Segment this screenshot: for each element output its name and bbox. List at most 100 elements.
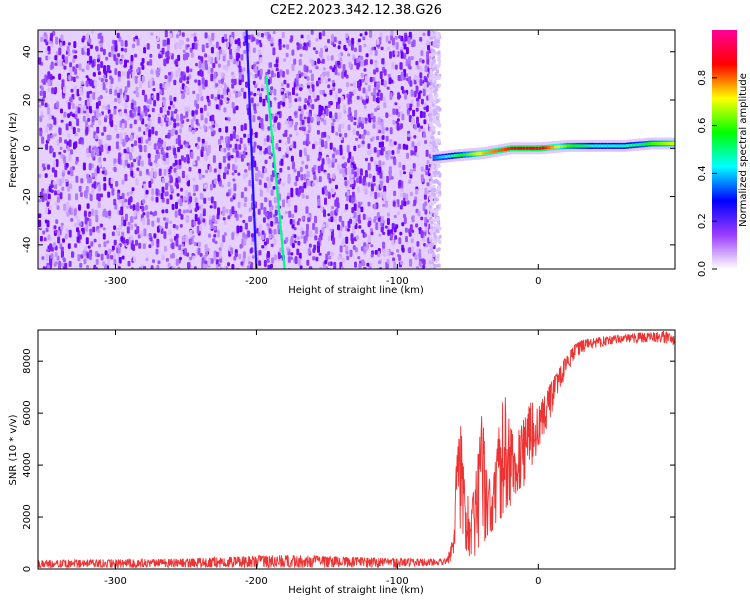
noise-cell [40, 111, 44, 116]
noise-cell [266, 197, 270, 202]
noise-cell [390, 79, 393, 84]
noise-cell [239, 214, 243, 218]
noise-cell [376, 97, 380, 104]
noise-cell [367, 182, 371, 187]
noise-cell [417, 92, 421, 100]
noise-cell [302, 140, 306, 146]
noise-cell [290, 155, 294, 162]
noise-cell [143, 145, 147, 153]
noise-cell [237, 172, 241, 176]
colorbar-ticks: 0.00.20.40.60.8 [697, 70, 717, 277]
noise-cell [119, 210, 123, 215]
noise-cell [360, 72, 364, 78]
noise-cell [295, 187, 299, 196]
noise-cell [276, 111, 280, 115]
noise-cell [117, 244, 120, 249]
noise-cell [45, 207, 49, 214]
noise-cell [74, 222, 78, 227]
noise-cell [228, 91, 231, 99]
noise-cell [367, 150, 370, 156]
noise-cell [171, 203, 175, 210]
noise-cell [130, 102, 134, 110]
noise-cell [354, 261, 357, 268]
snr-background [38, 330, 675, 569]
noise-cell [187, 179, 190, 187]
noise-cell [189, 47, 193, 53]
noise-cell [217, 88, 221, 95]
noise-cell [257, 145, 260, 149]
noise-cell [198, 173, 202, 180]
noise-cell [163, 42, 167, 47]
noise-cell [301, 185, 304, 193]
noise-cell [97, 229, 101, 234]
noise-edge-cell [430, 35, 434, 40]
figure-title: C2E2.2023.342.12.38.G26 [270, 3, 442, 18]
noise-cell [193, 184, 196, 193]
noise-cell [306, 133, 310, 142]
noise-cell [305, 230, 309, 238]
noise-cell [220, 72, 224, 77]
noise-cell [94, 134, 98, 140]
x-tick-label: -300 [104, 276, 127, 287]
noise-cell [362, 87, 366, 94]
noise-cell [399, 193, 403, 198]
noise-cell [51, 167, 55, 173]
noise-cell [89, 56, 93, 64]
noise-cell [369, 30, 373, 38]
noise-cell [416, 241, 420, 247]
noise-cell [423, 106, 427, 111]
noise-cell [333, 268, 336, 269]
noise-cell [212, 62, 216, 69]
noise-cell [44, 102, 48, 108]
noise-cell [248, 261, 252, 265]
noise-cell [148, 141, 152, 146]
noise-cell [334, 158, 338, 163]
noise-cell [371, 136, 375, 140]
noise-cell [223, 265, 227, 269]
noise-cell [268, 145, 271, 153]
noise-cell [347, 124, 351, 131]
noise-cell [284, 129, 288, 137]
noise-cell [402, 143, 406, 150]
noise-cell [398, 162, 402, 168]
noise-cell [60, 108, 63, 114]
noise-cell [179, 198, 183, 207]
noise-cell [252, 115, 256, 123]
noise-cell [344, 177, 347, 181]
noise-cell [333, 261, 337, 269]
noise-cell [303, 118, 307, 123]
noise-cell [240, 54, 244, 61]
noise-cell [334, 199, 338, 207]
x-tick-label: 0 [535, 276, 541, 287]
noise-cell [47, 134, 51, 142]
noise-edge-cell [430, 71, 434, 76]
noise-cell [417, 210, 421, 217]
noise-cell [99, 112, 102, 117]
noise-cell [287, 166, 291, 171]
noise-cell [252, 47, 256, 53]
noise-cell [192, 177, 196, 182]
noise-cell [299, 53, 303, 57]
trace-core [604, 144, 608, 148]
noise-cell [390, 251, 394, 256]
noise-cell [218, 162, 222, 170]
noise-cell [425, 164, 429, 171]
noise-edge-cell [432, 209, 436, 214]
y-tick-label: 2000 [22, 504, 33, 529]
noise-cell [368, 217, 372, 221]
noise-cell [78, 204, 81, 211]
noise-cell [353, 203, 357, 211]
noise-cell [207, 35, 211, 41]
noise-cell [176, 193, 180, 197]
noise-cell [125, 239, 129, 244]
noise-cell [125, 92, 129, 96]
noise-cell [78, 185, 82, 192]
noise-cell [278, 43, 282, 51]
noise-cell [97, 96, 101, 101]
noise-cell [394, 50, 398, 56]
noise-cell [394, 35, 398, 40]
noise-cell [317, 165, 321, 174]
noise-cell [96, 126, 100, 134]
trace-core [522, 146, 527, 150]
noise-cell [415, 107, 419, 112]
